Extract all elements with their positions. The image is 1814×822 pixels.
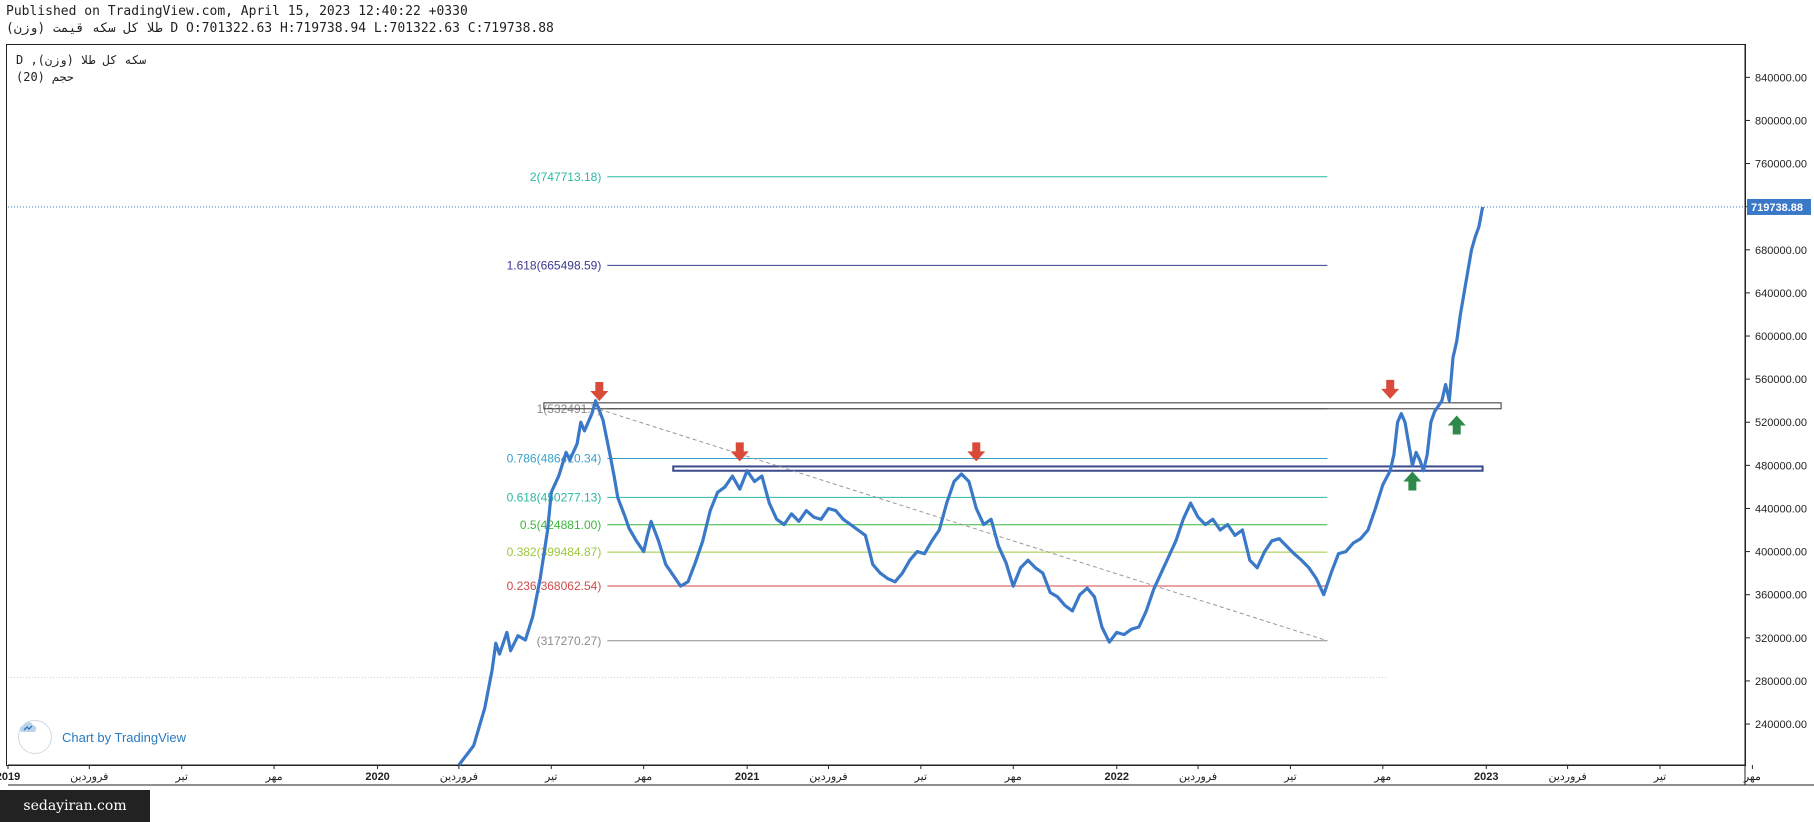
zone-box xyxy=(543,402,1502,410)
time-tick-label: مهر xyxy=(634,771,652,783)
time-tick-label: فروردین xyxy=(70,771,108,783)
published-line: Published on TradingView.com, April 15, … xyxy=(6,4,468,19)
fib-level-label: 0.618(450277.13) xyxy=(507,490,602,504)
down-arrow-icon xyxy=(1381,379,1400,399)
fib-level-label: 0.786(486410.34) xyxy=(507,451,602,465)
price-tick-label: 640000.00 xyxy=(1755,288,1807,300)
indicator-label: (20) حجم xyxy=(16,70,74,84)
price-tick-label: 680000.00 xyxy=(1755,245,1807,257)
price-tick-label: 280000.00 xyxy=(1755,676,1807,688)
price-tick-label: 520000.00 xyxy=(1755,417,1807,429)
fib-level-label: 0.236(368062.54) xyxy=(507,579,602,593)
price-tick-label: 480000.00 xyxy=(1755,460,1807,472)
price-tick-label: 320000.00 xyxy=(1755,633,1807,645)
down-arrow-icon xyxy=(967,442,986,462)
fib-level-label: 0.382(399484.87) xyxy=(507,545,602,559)
time-tick-label: تیر xyxy=(1283,771,1296,783)
price-tick-label: 440000.00 xyxy=(1755,503,1807,515)
up-arrow-icon xyxy=(1447,415,1466,435)
price-tick-label: 400000.00 xyxy=(1755,547,1807,559)
down-arrow-icon xyxy=(730,442,749,462)
price-tick-label: 240000.00 xyxy=(1755,719,1807,731)
time-tick-label: مهر xyxy=(1004,771,1022,783)
time-tick-label: 2019 xyxy=(0,771,20,783)
time-tick-label: تیر xyxy=(1653,771,1666,783)
price-tick-label: 560000.00 xyxy=(1755,374,1807,386)
time-tick-label: مهر xyxy=(1373,771,1391,783)
price-tick-label: 360000.00 xyxy=(1755,590,1807,602)
time-tick-label: مهر xyxy=(1743,771,1761,783)
time-tick-label: فروردین xyxy=(440,771,478,783)
tradingview-cloud-icon xyxy=(18,720,52,754)
zone-box xyxy=(672,465,1484,472)
time-tick-label: 2023 xyxy=(1474,771,1498,783)
down-arrow-icon xyxy=(590,381,609,401)
time-tick-label: 2022 xyxy=(1104,771,1128,783)
price-tick-label: 840000.00 xyxy=(1755,72,1807,84)
up-arrow-icon xyxy=(1403,471,1422,491)
symbol-legend: D ,(وزن) سکه کل طلا (20) حجم xyxy=(16,52,146,86)
ohlc-line: (وزن) طلا کل سکه قیمت D O:701322.63 H:71… xyxy=(6,21,554,36)
symbol-label: D ,(وزن) سکه کل طلا xyxy=(16,53,147,67)
price-series-line xyxy=(457,206,1485,766)
price-tick-label: 800000.00 xyxy=(1755,115,1807,127)
tradingview-branding[interactable]: Chart by TradingView xyxy=(18,720,186,754)
time-tick-label: 2020 xyxy=(365,771,389,783)
trendline xyxy=(599,408,1328,642)
time-tick-label: مهر xyxy=(265,771,283,783)
fib-level-label: 2(747713.18) xyxy=(530,170,601,184)
time-tick-label: 2021 xyxy=(735,771,759,783)
tradingview-branding-label: Chart by TradingView xyxy=(62,729,187,745)
site-watermark: sedayiran.com xyxy=(0,790,150,822)
time-tick-label: تیر xyxy=(544,771,557,783)
last-price-label: 719738.88 xyxy=(1751,202,1803,214)
fib-level-label: 1.618(665498.59) xyxy=(507,258,602,272)
time-tick-label: فروردین xyxy=(1179,771,1217,783)
last-price-tag xyxy=(1747,198,1811,215)
time-tick-label: تیر xyxy=(174,771,187,783)
time-tick-label: فروردین xyxy=(809,771,847,783)
fib-level-label: (317270.27) xyxy=(537,634,602,648)
time-tick-label: تیر xyxy=(914,771,927,783)
time-tick-label: فروردین xyxy=(1548,771,1586,783)
price-tick-label: 600000.00 xyxy=(1755,331,1807,343)
price-tick-label: 760000.00 xyxy=(1755,159,1807,171)
fib-level-label: 0.5(424881.00) xyxy=(520,518,601,532)
